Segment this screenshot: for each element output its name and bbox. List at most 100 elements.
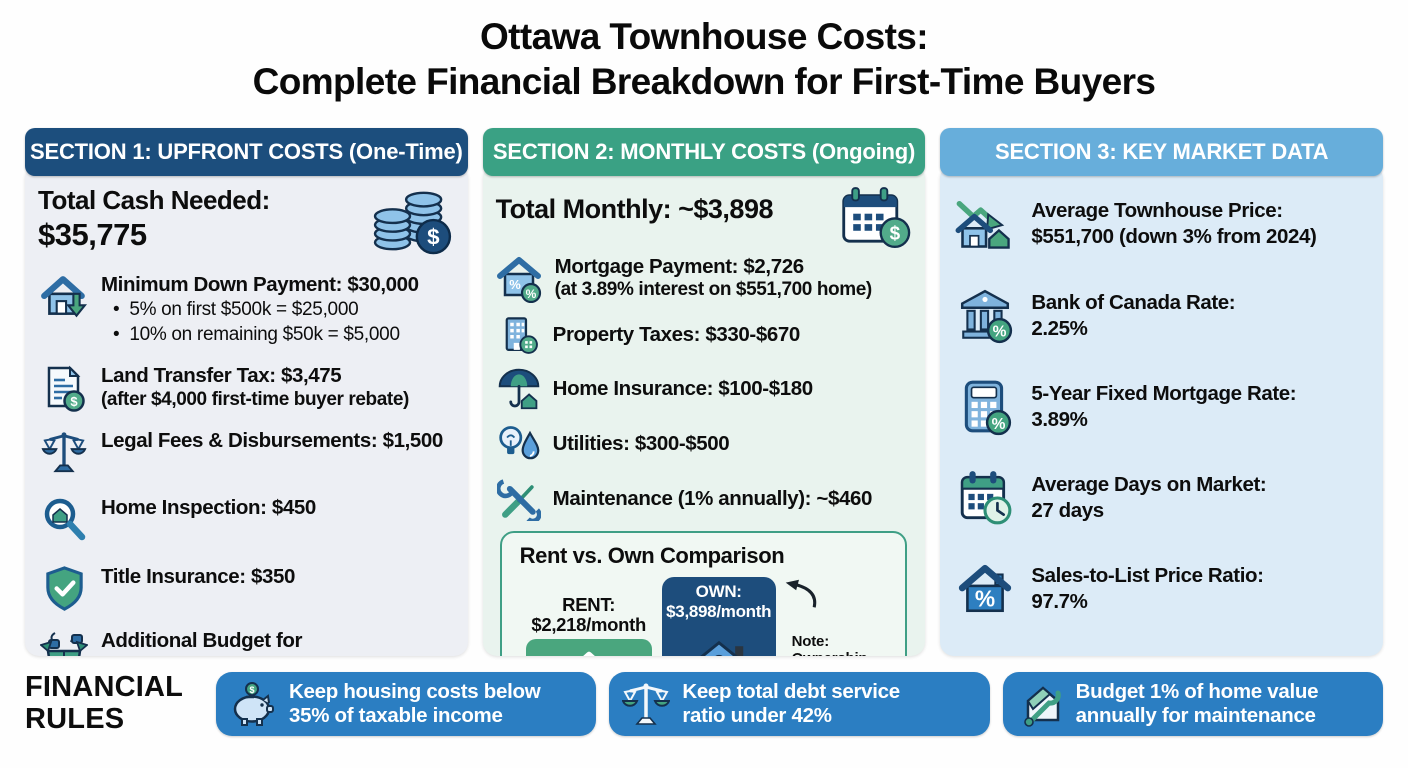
financial-rules-row: FINANCIAL RULES $ Keep housing costs b <box>25 671 1383 736</box>
item-title: Utilities: $300-$500 <box>552 431 730 455</box>
svg-text:%: % <box>992 416 1006 433</box>
item-title: Home Inspection: $450 <box>101 496 316 520</box>
monthly-item-property-taxes: Property Taxes: $330-$670 <box>496 314 912 356</box>
svg-text:$: $ <box>249 685 254 695</box>
note-text: Ownership builds equity over time. <box>792 650 888 656</box>
item-title: 5-Year Fixed Mortgage Rate: <box>1031 381 1297 405</box>
item-bullet: 10% on remaining $50k = $5,000 <box>113 322 419 347</box>
rule-housing-costs: $ Keep housing costs below 35% of taxabl… <box>216 672 597 736</box>
coins-dollar-icon: $ <box>373 191 451 255</box>
section3-header: SECTION 3: KEY MARKET DATA <box>940 128 1384 176</box>
item-title: Average Townhouse Price: <box>1031 198 1283 222</box>
item-title: Mortgage Payment: $2,726 <box>554 255 804 278</box>
rule-text-line1: Budget 1% of home value <box>1075 680 1319 704</box>
page-title-line1: Ottawa Townhouse Costs: <box>479 16 929 57</box>
house-wrench-icon <box>1023 686 1061 727</box>
monthly-item-mortgage: % % Mortgage Payment: $2,726 (at 3.89% i… <box>496 255 912 303</box>
item-value: 27 days <box>1031 499 1104 522</box>
calendar-clock-icon <box>961 471 1012 525</box>
section-monthly-costs: SECTION 2: MONTHLY COSTS (Ongoing) Total… <box>482 128 926 656</box>
calculator-percent-icon: % <box>965 380 1012 436</box>
item-value: 3.89% <box>1031 408 1088 431</box>
upfront-item-legal-fees: Legal Fees & Disbursements: $1,500 <box>38 429 454 475</box>
item-title: Home Insurance: $100-$180 <box>552 376 813 400</box>
calendar-dollar-icon: $ <box>842 187 911 249</box>
bulb-droplet-icon <box>498 426 540 460</box>
balance-scale-icon <box>622 683 671 725</box>
rent-bar-group: RENT: $2,218/month <box>525 593 652 656</box>
own-bar-group: OWN: $3,898/month <box>661 577 776 656</box>
item-subtext: (after $4,000 first-time buyer rebate) <box>101 388 409 410</box>
market-item-sales-to-list: % Sales-to-List Price Ratio: 97.7% <box>953 560 1369 618</box>
scales-icon <box>41 432 87 473</box>
umbrella-house-icon <box>498 368 539 410</box>
monthly-item-home-insurance: Home Insurance: $100-$180 <box>496 367 912 411</box>
rent-bar <box>525 639 652 656</box>
section3-body: Average Townhouse Price: $551,700 (down … <box>940 168 1384 656</box>
own-value: $3,898/month <box>666 601 772 621</box>
item-title: Legal Fees & Disbursements: $1,500 <box>101 429 443 453</box>
rent-vs-own-chart: Rent vs. Own Comparison RENT: $2,218/mon… <box>499 531 908 656</box>
item-title: Land Transfer Tax: $3,475 <box>101 364 342 388</box>
shield-check-icon <box>45 566 83 612</box>
monthly-item-utilities: Utilities: $300-$500 <box>496 422 912 466</box>
rent-value: $2,218/month <box>531 614 646 636</box>
total-cash-value: $35,775 <box>38 216 147 252</box>
monthly-item-maintenance: Maintenance (1% annually): ~$460 <box>496 477 912 521</box>
item-title: Sales-to-List Price Ratio: <box>1031 563 1264 587</box>
house-percent-badge-icon: % <box>959 564 1012 613</box>
rule-debt-service: Keep total debt service ratio under 42% <box>609 672 990 736</box>
item-subtext: (at 3.89% interest on $551,700 home) <box>554 279 873 301</box>
sections-row: SECTION 1: UPFRONT COSTS (One-Time) Tota… <box>25 128 1384 656</box>
section1-body: Total Cash Needed: $35,775 $ <box>25 168 468 656</box>
upfront-item-title-insurance: Title Insurance: $350 <box>38 565 454 612</box>
financial-rules-title-line1: FINANCIAL <box>25 671 184 704</box>
total-monthly-row: Total Monthly: ~$3,898 $ <box>496 186 912 249</box>
section2-header: SECTION 2: MONTHLY COSTS (Ongoing) <box>482 128 926 176</box>
item-value: $551,700 (down 3% from 2024) <box>1031 225 1317 248</box>
piggy-bank-icon: $ <box>233 682 274 726</box>
rule-text-line2: ratio under 42% <box>682 704 832 727</box>
house-percent-icon: % % <box>496 257 541 303</box>
item-value: 2.25% <box>1031 317 1088 340</box>
upfront-item-home-inspection: Home Inspection: $450 <box>38 496 454 544</box>
section-key-market-data: SECTION 3: KEY MARKET DATA <box>940 128 1384 656</box>
item-value: 97.7% <box>1031 590 1088 613</box>
own-label: OWN: <box>695 582 742 601</box>
svg-text:$: $ <box>890 223 901 244</box>
item-title: Additional Budget for Moving/Utilities: … <box>101 629 369 656</box>
svg-text:%: % <box>975 586 995 612</box>
upfront-item-down-payment: Minimum Down Payment: $30,000 5% on firs… <box>38 273 454 347</box>
item-title: Bank of Canada Rate: <box>1031 290 1236 314</box>
item-title: Maintenance (1% annually): ~$460 <box>552 486 873 510</box>
upfront-item-land-transfer-tax: $ Land Transfer Tax: $3,475 (after $4,00… <box>38 364 454 413</box>
svg-text:%: % <box>509 277 521 292</box>
rule-text-line1: Keep housing costs below <box>289 680 541 704</box>
svg-text:%: % <box>525 287 536 301</box>
magnifier-house-icon <box>44 499 86 541</box>
chart-stage: RENT: $2,218/month <box>512 569 896 656</box>
document-dollar-icon: $ <box>47 365 85 413</box>
house-down-arrow-icon <box>41 276 88 318</box>
curved-arrow-icon <box>785 579 816 608</box>
page-title: Ottawa Townhouse Costs: Complete Financi… <box>0 0 1408 104</box>
chart-note: Note: Ownership builds equity over time. <box>792 633 888 656</box>
own-bar: OWN: $3,898/month <box>661 577 776 656</box>
tools-icon <box>496 479 541 521</box>
item-bullet: 5% on first $500k = $25,000 <box>113 297 419 322</box>
total-cash-label: Total Cash Needed: <box>38 185 270 215</box>
rule-text-line2: 35% of taxable income <box>289 704 503 727</box>
svg-text:$: $ <box>427 224 440 249</box>
note-label: Note: <box>791 632 830 650</box>
building-percent-icon <box>505 317 538 354</box>
financial-rules-title-line2: RULES <box>25 703 125 735</box>
chart-title: Rent vs. Own Comparison <box>519 543 785 568</box>
svg-text:$: $ <box>70 394 78 409</box>
section2-body: Total Monthly: ~$3,898 $ <box>482 168 926 656</box>
financial-rules-title: FINANCIAL RULES <box>25 671 203 736</box>
market-item-mortgage-rate: % 5-Year Fixed Mortgage Rate: 3.89% <box>953 378 1369 436</box>
item-title: Minimum Down Payment: $30,000 <box>101 273 419 296</box>
item-title: Title Insurance: $350 <box>101 565 296 589</box>
total-monthly-label: Total Monthly: ~$3,898 <box>495 194 774 224</box>
rent-label: RENT: <box>562 593 616 615</box>
